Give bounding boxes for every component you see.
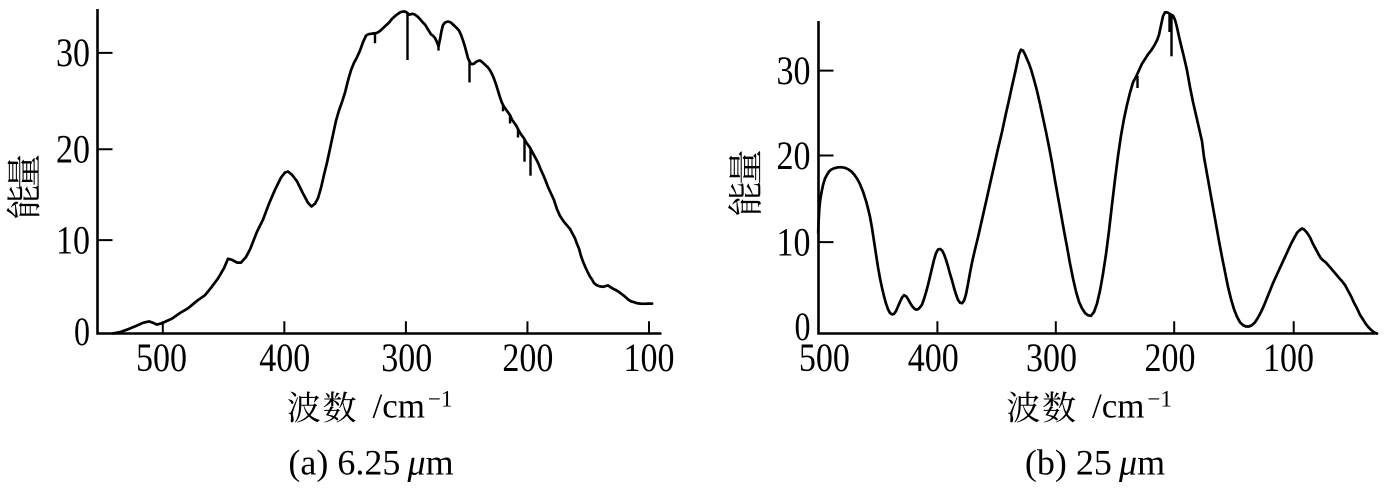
svg-text:(a) 6.25 μm: (a) 6.25 μm bbox=[288, 443, 453, 483]
svg-text:200: 200 bbox=[1145, 335, 1196, 380]
svg-text:(b) 25 μm: (b) 25 μm bbox=[1025, 443, 1165, 483]
svg-text:30: 30 bbox=[777, 48, 811, 93]
svg-text:−1: −1 bbox=[428, 387, 452, 412]
svg-text:/cm: /cm bbox=[1092, 387, 1144, 426]
svg-text:500: 500 bbox=[799, 335, 850, 380]
svg-text:10: 10 bbox=[56, 217, 90, 262]
svg-text:100: 100 bbox=[1263, 335, 1314, 380]
svg-text:20: 20 bbox=[777, 133, 811, 178]
svg-text:400: 400 bbox=[908, 335, 959, 380]
svg-text:300: 300 bbox=[1026, 335, 1077, 380]
svg-text:10: 10 bbox=[777, 219, 811, 264]
svg-text:500: 500 bbox=[136, 335, 187, 380]
svg-text:0: 0 bbox=[795, 304, 811, 349]
svg-text:/cm: /cm bbox=[373, 387, 425, 426]
svg-text:300: 300 bbox=[381, 335, 432, 380]
svg-text:100: 100 bbox=[624, 335, 675, 380]
svg-text:20: 20 bbox=[56, 127, 90, 172]
svg-text:−1: −1 bbox=[1148, 387, 1172, 412]
svg-text:200: 200 bbox=[502, 335, 553, 380]
svg-text:400: 400 bbox=[259, 335, 310, 380]
svg-text:30: 30 bbox=[56, 30, 90, 75]
svg-text:0: 0 bbox=[74, 309, 90, 354]
